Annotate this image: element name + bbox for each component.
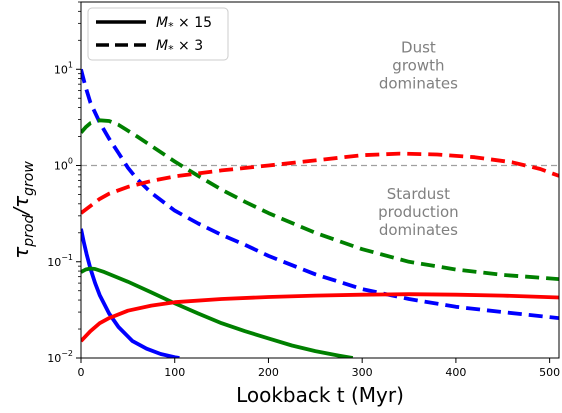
y-tick-label: 101 [54, 60, 73, 76]
y-tick-label: 10−2 [47, 349, 73, 365]
y-axis-title-sub2: grow [21, 161, 37, 196]
legend-label-solid-sub: * [168, 20, 174, 33]
legend-label-solid-rest: × 15 [174, 15, 212, 31]
legend-label-dashed: M* × 3 [156, 38, 203, 56]
legend-label-solid-main: M [156, 15, 168, 31]
axes-frame [80, 1, 560, 359]
x-tick-label: 0 [78, 366, 85, 379]
annotation-1-line: dominates [379, 221, 458, 239]
axes-border [80, 1, 560, 359]
series-line-1 [81, 118, 559, 281]
x-tick-label: 300 [352, 366, 373, 379]
legend: M* × 15 M* × 3 [87, 7, 229, 61]
series-group [81, 68, 559, 358]
x-tick-label: 400 [445, 366, 466, 379]
y-tick-label-exp: −2 [61, 349, 73, 358]
y-axis-title: τprod/τgrow [9, 161, 37, 259]
y-axis-title-sub1: prod [21, 215, 37, 248]
annotation-1-line: production [378, 203, 459, 221]
x-axis-title: Lookback t (Myr) [236, 383, 404, 407]
y-axis-title-main: τ [9, 246, 33, 259]
annotation-0-line: Dust [401, 38, 436, 56]
legend-label-dashed-main: M [156, 38, 168, 54]
y-tick-label-exp: 0 [68, 157, 73, 166]
y-tick-label-exp: 1 [68, 60, 73, 69]
legend-label-dashed-sub: * [168, 43, 174, 56]
series-line-3 [81, 228, 180, 358]
y-tick-label: 10−1 [47, 253, 73, 269]
series-line-5 [81, 292, 559, 343]
series-line-2 [81, 151, 559, 215]
y-axis-title-sep: /τ [9, 195, 33, 217]
series-line-4 [81, 266, 354, 358]
annotation-0-line: growth [392, 56, 444, 74]
x-tick-label: 500 [539, 366, 560, 379]
x-tick-label: 100 [164, 366, 185, 379]
annotation-group: DustgrowthdominatesStardustproductiondom… [378, 38, 459, 239]
y-tick-label-exp: −1 [61, 253, 73, 262]
annotation-1-line: Stardust [387, 185, 450, 203]
legend-label-dashed-rest: × 3 [174, 38, 204, 54]
series-line-0 [81, 68, 559, 320]
x-tick-label: 200 [258, 366, 279, 379]
legend-label-solid: M* × 15 [156, 15, 212, 33]
y-tick-label: 100 [54, 157, 73, 173]
annotation-0-line: dominates [379, 74, 458, 92]
